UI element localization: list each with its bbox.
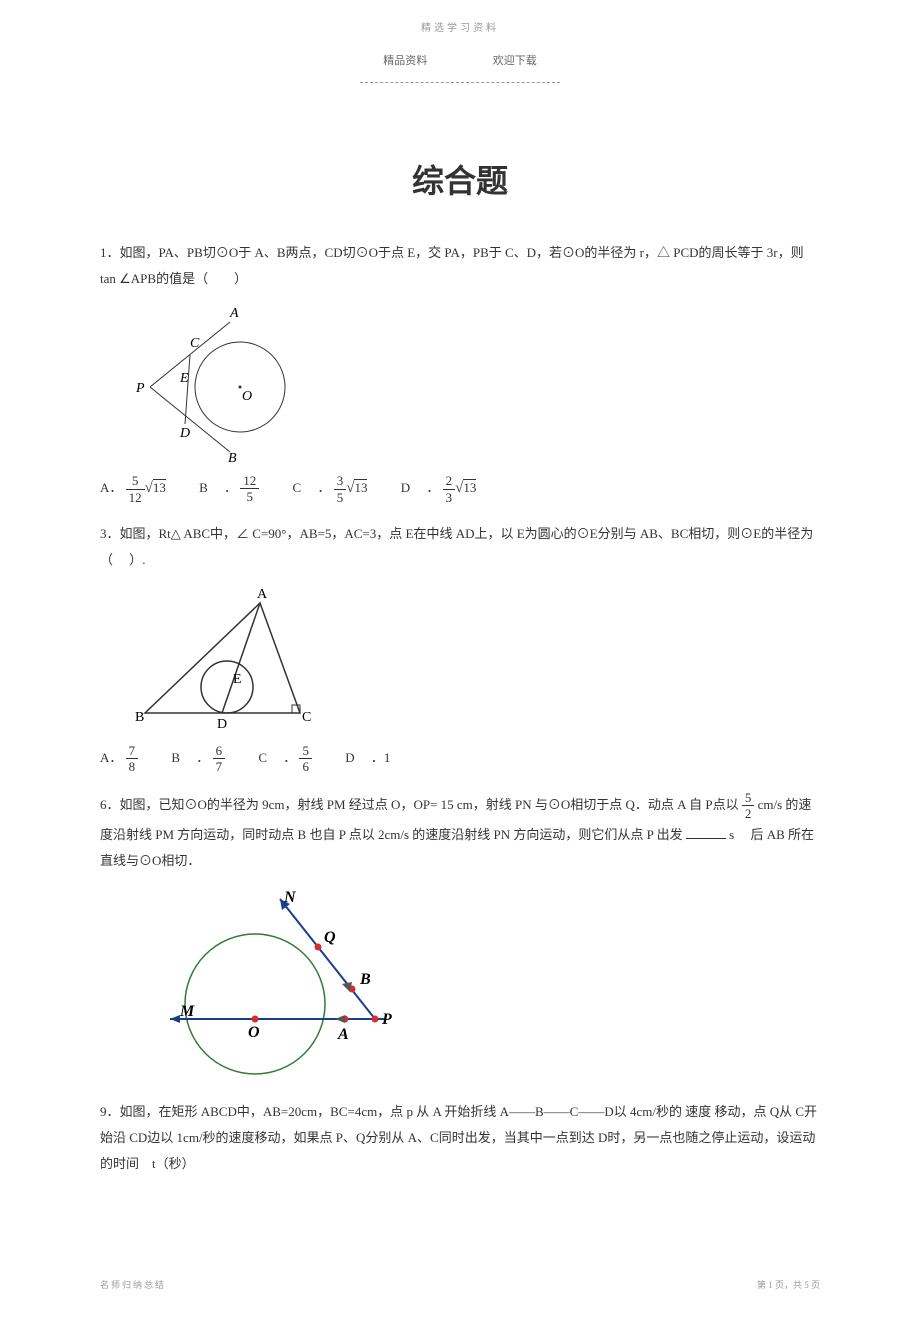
q1-text: 1．如图，PA、PB切⊙O于 A、B两点，CD切⊙O于点 E，交 PA，PB于 …	[100, 240, 820, 292]
sub-header: 精品资料 欢迎下载	[360, 52, 560, 83]
opt-label: B ．	[199, 480, 237, 495]
label-N: N	[283, 889, 297, 906]
q1-opt-a: A． 512√13	[100, 472, 166, 505]
q1-opt-c: C ． 35√13	[293, 472, 368, 505]
q3-opt-b: B ． 67	[171, 743, 225, 775]
label-B: B	[135, 710, 144, 725]
label-B: B	[359, 971, 371, 988]
question-3: 3．如图，Rt△ ABC中，∠ C=90°，AB=5，AC=3，点 E在中线 A…	[100, 521, 820, 775]
question-1: 1．如图，PA、PB切⊙O于 A、B两点，CD切⊙O于点 E，交 PA，PB于 …	[100, 240, 820, 505]
question-6: 6．如图，已知⊙O的半径为 9cm，射线 PM 经过点 O，OP= 15 cm，…	[100, 790, 820, 1084]
q3-figure: A B C D E	[130, 583, 820, 733]
opt-label: D ．1	[345, 750, 390, 765]
label-A: A	[229, 306, 239, 321]
label-P: P	[135, 381, 145, 396]
q6-blank	[686, 826, 726, 839]
q6-diagram: M N O P Q A B	[160, 884, 430, 1084]
opt-label: A．	[100, 750, 122, 765]
q1-diagram: A B C D E P O	[130, 302, 300, 462]
opt-label: B ．	[171, 750, 209, 765]
question-9: 9．如图，在矩形 ABCD中，AB=20cm，BC=4cm，点 p 从 A 开始…	[100, 1099, 820, 1177]
label-B: B	[228, 451, 237, 462]
label-P: P	[381, 1011, 392, 1028]
q6-figure: M N O P Q A B	[160, 884, 820, 1084]
label-O: O	[242, 389, 252, 404]
label-M: M	[179, 1003, 195, 1020]
label-C: C	[302, 710, 311, 725]
label-D: D	[179, 426, 190, 441]
q1-opt-b: B ． 125	[199, 473, 259, 505]
q1-opt-d: D ． 23√13	[401, 472, 477, 505]
q1-figure: A B C D E P O	[130, 302, 820, 462]
q3-text: 3．如图，Rt△ ABC中，∠ C=90°，AB=5，AC=3，点 E在中线 A…	[100, 521, 820, 573]
q6-text: 6．如图，已知⊙O的半径为 9cm，射线 PM 经过点 O，OP= 15 cm，…	[100, 790, 820, 874]
footer-right: 第 1 页，共 5 页	[757, 1277, 820, 1293]
opt-label: C ．	[258, 750, 296, 765]
label-E: E	[179, 371, 189, 386]
q1-options: A． 512√13 B ． 125 C ． 35√13 D ． 23√13	[100, 472, 820, 505]
label-A: A	[257, 587, 268, 602]
footer-left: 名师归纳总结	[100, 1277, 166, 1293]
q9-text: 9．如图，在矩形 ABCD中，AB=20cm，BC=4cm，点 p 从 A 开始…	[100, 1099, 820, 1177]
q6-text-part1: 6．如图，已知⊙O的半径为 9cm，射线 PM 经过点 O，OP= 15 cm，…	[100, 797, 742, 812]
sub-header-right: 欢迎下载	[493, 55, 537, 67]
label-D: D	[217, 717, 227, 732]
sub-header-left: 精品资料	[383, 55, 427, 67]
q3-options: A． 78 B ． 67 C ． 56 D ．1	[100, 743, 820, 775]
opt-label: A．	[100, 480, 122, 495]
label-O: O	[248, 1024, 260, 1041]
top-header: 精选学习资料	[100, 20, 820, 38]
opt-label: C ．	[293, 480, 331, 495]
q3-opt-c: C ． 56	[258, 743, 312, 775]
label-A: A	[337, 1026, 349, 1043]
label-C: C	[190, 336, 200, 351]
label-E: E	[233, 672, 242, 687]
page-title: 综合题	[100, 153, 820, 211]
q3-diagram: A B C D E	[130, 583, 330, 733]
q3-opt-a: A． 78	[100, 743, 138, 775]
opt-label: D ．	[401, 480, 440, 495]
label-Q: Q	[324, 929, 336, 946]
q3-opt-d: D ．1	[345, 744, 390, 773]
